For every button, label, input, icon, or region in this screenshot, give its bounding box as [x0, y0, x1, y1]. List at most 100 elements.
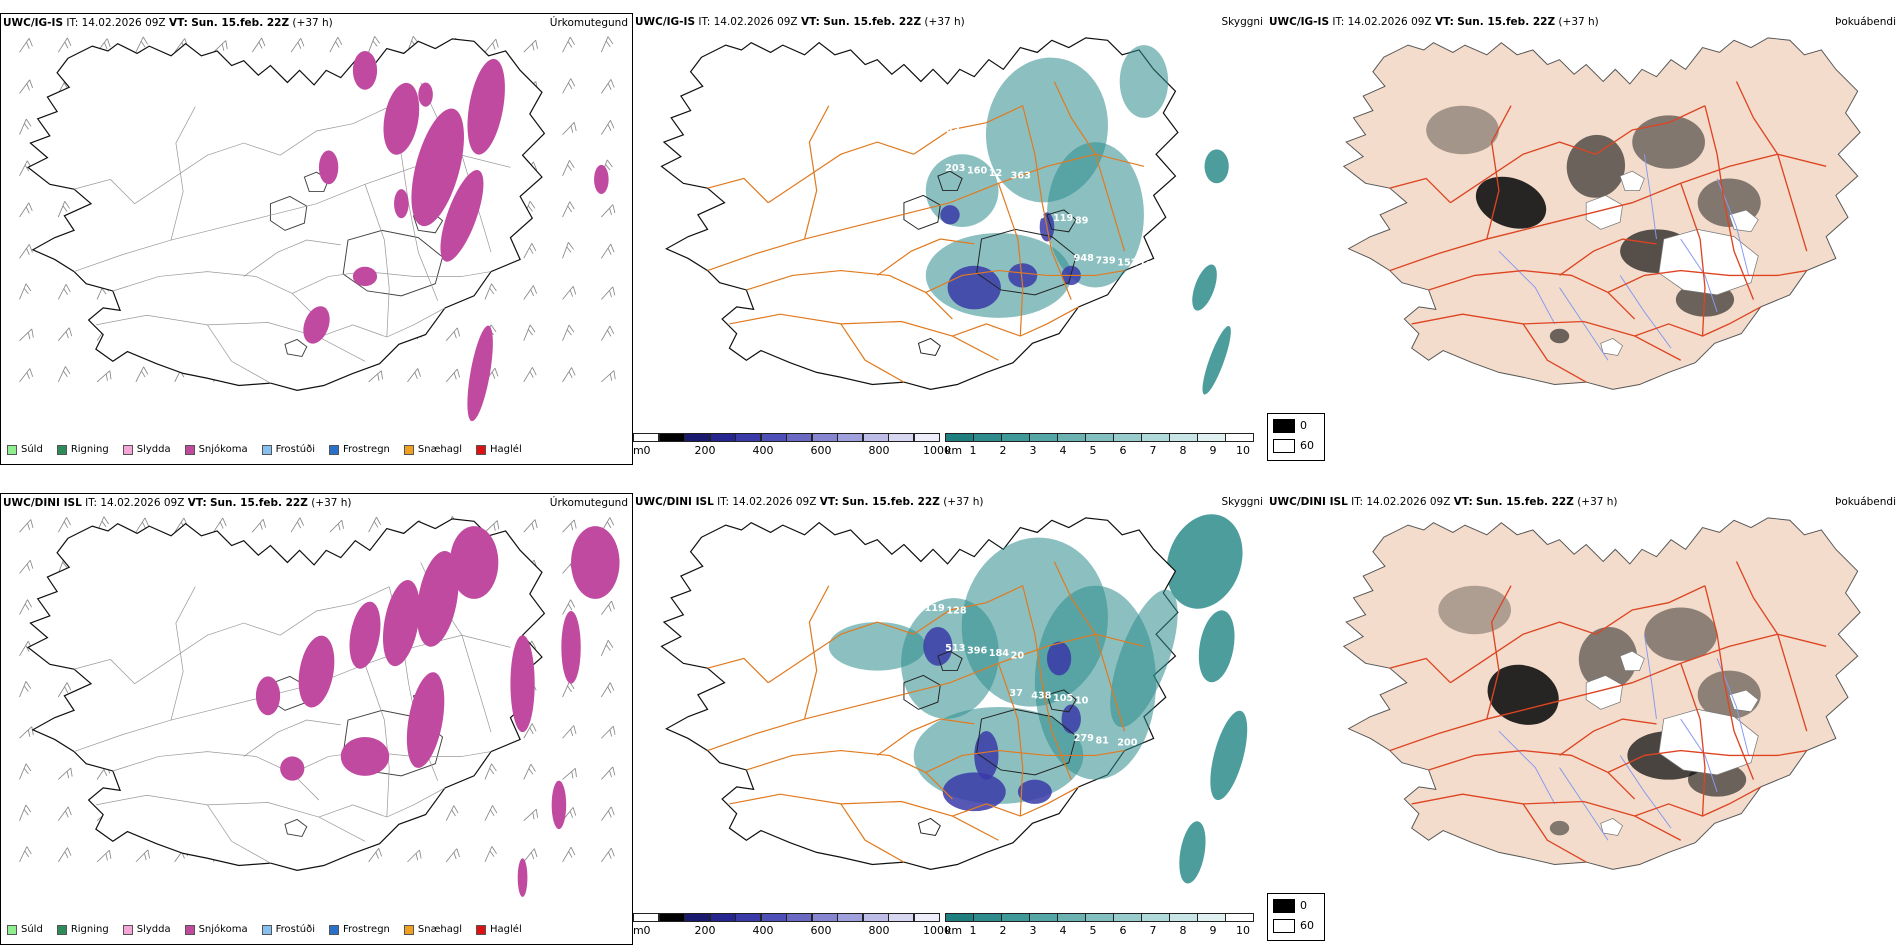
wind-barb: [368, 516, 382, 533]
wind-barb: [19, 681, 32, 698]
wind-barb: [562, 846, 576, 863]
colorbar-segment: [1113, 433, 1142, 442]
wind-barb: [601, 600, 615, 615]
panel-header: UWC/IG-IS IT: 14.02.2026 09Z VT: Sun. 15…: [3, 17, 333, 29]
colorbar-unit: m: [633, 924, 644, 937]
snow-area: [467, 325, 493, 422]
fog-panel-top: UWC/IG-IS IT: 14.02.2026 09Z VT: Sun. 15…: [1267, 13, 1900, 465]
road-line: [925, 749, 1125, 773]
road-line: [729, 313, 999, 361]
cloud-base-value: 105: [1053, 693, 1073, 704]
river-line: [1559, 767, 1609, 841]
road-line: [1595, 105, 1706, 155]
wind-barb: [96, 849, 112, 863]
panel-title: Úrkomutegund: [549, 17, 628, 29]
snow-area: [255, 676, 281, 716]
wind-barb: [601, 286, 616, 300]
colorbar-tick: 4: [1059, 924, 1067, 937]
wind-barb: [135, 849, 151, 863]
header-model: UWC/IG-IS: [3, 17, 64, 29]
header-lead: (+37 h): [924, 16, 965, 28]
snow-area: [394, 189, 409, 219]
wind-barb: [57, 682, 72, 698]
cloud-base-value: 200: [1117, 738, 1137, 749]
legend-label: Slydda: [136, 924, 171, 935]
legend-item: Snæhagl: [403, 444, 462, 455]
header-vt-label: VT:: [819, 496, 839, 508]
colorbar-tick: 6: [1119, 924, 1127, 937]
road-line: [952, 786, 1079, 817]
colorbar-segment: [760, 913, 787, 922]
header-lead: (+37 h): [311, 497, 352, 509]
road-line: [997, 663, 1024, 817]
cloud-base-value: 203: [945, 163, 965, 174]
wind-barb: [19, 559, 34, 574]
cloud-base-value: 966: [817, 73, 837, 84]
road-line: [707, 657, 769, 684]
legend-label: Frostúði: [275, 924, 315, 935]
legend-label: Súld: [21, 924, 43, 935]
wind-barb: [445, 368, 461, 383]
cloud-base-value: 605: [1138, 298, 1158, 309]
snow-area: [298, 635, 335, 708]
road-line: [1450, 621, 1597, 684]
colorbar-segment: [658, 913, 685, 922]
road-line: [1389, 657, 1451, 684]
legend-item: Haglél: [476, 444, 522, 455]
legend-swatch: [261, 924, 272, 935]
colorbar-segment: [837, 913, 863, 922]
colorbar-segment: [1085, 913, 1114, 922]
legend-item: Rigning: [56, 924, 109, 935]
snow-area: [571, 526, 620, 599]
wind-barb: [523, 848, 538, 863]
cloud-base-value: 160: [967, 166, 987, 177]
cloud-base-value: 513: [945, 643, 965, 654]
glacier-outline: [937, 170, 963, 192]
header-model: UWC/DINI ISL: [3, 497, 82, 509]
wind-barb: [213, 40, 228, 53]
fog-indicator-area: [1549, 328, 1570, 344]
colorbar-tick: 0: [643, 924, 651, 937]
road-line: [73, 227, 220, 272]
colorbar-segment: [786, 433, 812, 442]
colorbar-tick: 7: [1149, 444, 1157, 457]
glacier-area: [1600, 338, 1624, 356]
colorbar-tick: 4: [1059, 444, 1067, 457]
snow-area: [383, 82, 420, 155]
cloud-base-area: [942, 772, 1006, 812]
fog-legend-swatch: [1273, 899, 1295, 913]
colorbar-tick: 7: [1149, 924, 1157, 937]
legend-label: Frostregn: [343, 924, 390, 935]
colorbar-segment: [1141, 433, 1170, 442]
header-it: 14.02.2026 09Z: [1347, 16, 1432, 28]
wind-barb: [523, 519, 538, 533]
panel-title: Þokuábendi: [1835, 496, 1896, 508]
road-line: [364, 664, 390, 818]
header-it: 14.02.2026 09Z: [713, 16, 798, 28]
road-line: [707, 177, 769, 204]
wind-barb: [523, 808, 539, 821]
colorbar-segment: [786, 913, 812, 922]
wind-barb: [58, 767, 73, 780]
wind-barb: [523, 39, 538, 53]
road-line: [1428, 269, 1636, 320]
road-line: [1022, 585, 1072, 780]
cloud-base-value: 191: [903, 601, 923, 612]
header-vt: Sun. 15.feb. 22Z: [823, 16, 922, 28]
wind-barb: [19, 118, 32, 135]
road-line: [207, 324, 271, 384]
cloud-base-value: 119: [925, 603, 945, 614]
colorbar-segment: [888, 913, 914, 922]
wind-barb: [19, 283, 32, 300]
header-model: UWC/DINI ISL: [1269, 496, 1348, 508]
road-line: [1389, 226, 1536, 272]
road-line: [767, 621, 914, 684]
height-colorbar: m 0 200 400 600 800 1000: [633, 913, 951, 943]
wind-barb: [562, 725, 577, 739]
road-line: [1522, 803, 1587, 863]
cloud-base-value: 298: [817, 553, 837, 564]
wind-barb: [601, 806, 615, 821]
colorbar-segment: [709, 433, 736, 442]
legend-swatch: [56, 924, 67, 935]
legend-swatch: [7, 444, 17, 455]
